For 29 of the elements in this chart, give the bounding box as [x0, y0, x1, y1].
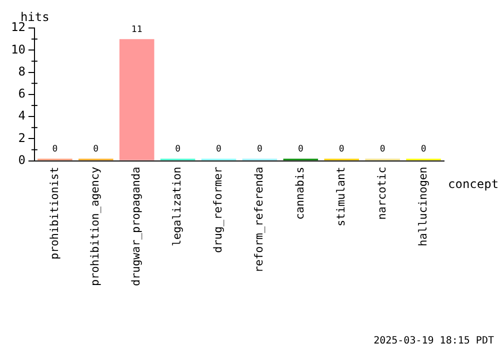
y-tick-label: 6 [18, 86, 26, 101]
data-label: 0 [420, 144, 426, 155]
data-label: 11 [131, 24, 142, 35]
x-tick-label: stimulant [334, 166, 348, 226]
x-tick-label: drugwar_propaganda [130, 166, 143, 286]
data-label: 0 [93, 144, 99, 155]
data-label: 0 [175, 144, 181, 155]
x-tick-label: hallucinogen [416, 166, 430, 246]
x-tick-label: prohibition_agency [88, 166, 102, 286]
x-tick-label: cannabis [294, 166, 307, 220]
data-label: 0 [256, 144, 262, 155]
x-tick-label: reform_referenda [252, 166, 266, 273]
x-tick-label: drug_reformer [212, 166, 225, 253]
data-label: 0 [338, 144, 344, 155]
data-label: 0 [298, 144, 304, 155]
data-label: 0 [216, 144, 222, 155]
data-label: 0 [380, 144, 386, 155]
x-tick-label: narcotic [375, 166, 388, 220]
y-tick-label: 4 [18, 108, 26, 123]
text: 2025-03-19 18:15 PDT [374, 336, 494, 347]
y-tick-label: 0 [18, 152, 26, 167]
data-label: 0 [52, 144, 58, 155]
y-tick-label: 12 [10, 20, 26, 34]
y-tick-label: 2 [18, 130, 26, 145]
x-axis-title: concept [448, 176, 499, 191]
y-tick-label: 10 [10, 42, 26, 56]
x-tick-label: legalization [170, 166, 184, 246]
y-tick-label: 8 [18, 64, 26, 78]
x-tick-label: prohibitionist [48, 166, 61, 260]
